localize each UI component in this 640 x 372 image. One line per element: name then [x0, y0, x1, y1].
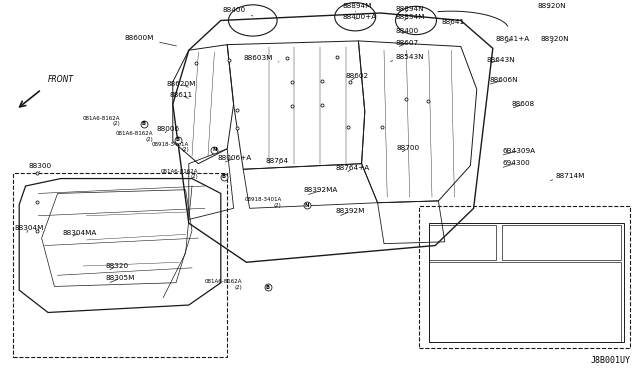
Text: 88894M: 88894M: [396, 14, 425, 20]
Bar: [13, 173, 227, 357]
Text: 88894M: 88894M: [342, 3, 372, 12]
Text: 88392MA: 88392MA: [304, 187, 339, 195]
Text: 88305M: 88305M: [106, 275, 135, 282]
Text: 88894N: 88894N: [396, 6, 424, 12]
Text: 88006+A: 88006+A: [218, 155, 252, 162]
Text: 88641+A: 88641+A: [496, 36, 531, 43]
Text: N: N: [212, 147, 217, 152]
Text: 88608: 88608: [512, 101, 535, 108]
Text: 88643N: 88643N: [486, 57, 515, 63]
Text: 08918-3401A
(2): 08918-3401A (2): [152, 141, 189, 153]
Text: B: B: [222, 174, 226, 179]
Text: 081A6-8162A
(2): 081A6-8162A (2): [204, 279, 242, 290]
Text: 88603M: 88603M: [243, 55, 279, 62]
Text: 694300: 694300: [502, 160, 530, 167]
Text: 88920N: 88920N: [541, 36, 570, 43]
Text: 88400: 88400: [396, 28, 419, 34]
Text: 88320: 88320: [106, 263, 129, 270]
Text: 08918-3401A
(2): 08918-3401A (2): [244, 197, 282, 208]
Text: 88606N: 88606N: [490, 77, 518, 84]
Text: 88300: 88300: [28, 163, 51, 172]
Bar: [502, 225, 621, 260]
Text: 88006: 88006: [157, 126, 180, 133]
Text: 88600M: 88600M: [125, 35, 177, 46]
Text: J8B001UY: J8B001UY: [590, 356, 630, 365]
Text: 081A6-8162A
(2): 081A6-8162A (2): [83, 115, 120, 126]
Text: 6B4309A: 6B4309A: [502, 148, 536, 155]
Text: 88700: 88700: [397, 145, 420, 152]
Text: 88641: 88641: [442, 19, 465, 25]
Text: B: B: [176, 137, 180, 142]
Text: 88304M: 88304M: [14, 225, 44, 232]
Text: 88602: 88602: [346, 73, 369, 80]
Text: B: B: [142, 121, 146, 126]
Text: 88714M: 88714M: [550, 173, 585, 180]
Text: FRONT: FRONT: [48, 75, 74, 84]
Text: 081A6-8162A
(2): 081A6-8162A (2): [116, 131, 154, 142]
Text: 88764: 88764: [266, 158, 289, 164]
Text: N: N: [305, 203, 310, 208]
Bar: [419, 206, 630, 348]
Text: 88392M: 88392M: [336, 208, 365, 215]
Text: 88607: 88607: [396, 40, 419, 46]
Text: 88764+A: 88764+A: [336, 165, 371, 171]
Text: 88611: 88611: [170, 92, 193, 99]
Text: B: B: [266, 285, 269, 290]
Bar: [429, 225, 496, 260]
Text: 88304MA: 88304MA: [63, 230, 97, 236]
Bar: [429, 223, 624, 342]
Text: 88400: 88400: [223, 7, 253, 16]
Bar: [429, 262, 621, 342]
Text: 88920N: 88920N: [538, 3, 566, 9]
Text: 88620M: 88620M: [166, 81, 196, 87]
Text: 081A6-8162A
(2): 081A6-8162A (2): [161, 169, 198, 180]
Text: 88543N: 88543N: [390, 54, 424, 61]
Text: 88400+A: 88400+A: [342, 14, 377, 20]
